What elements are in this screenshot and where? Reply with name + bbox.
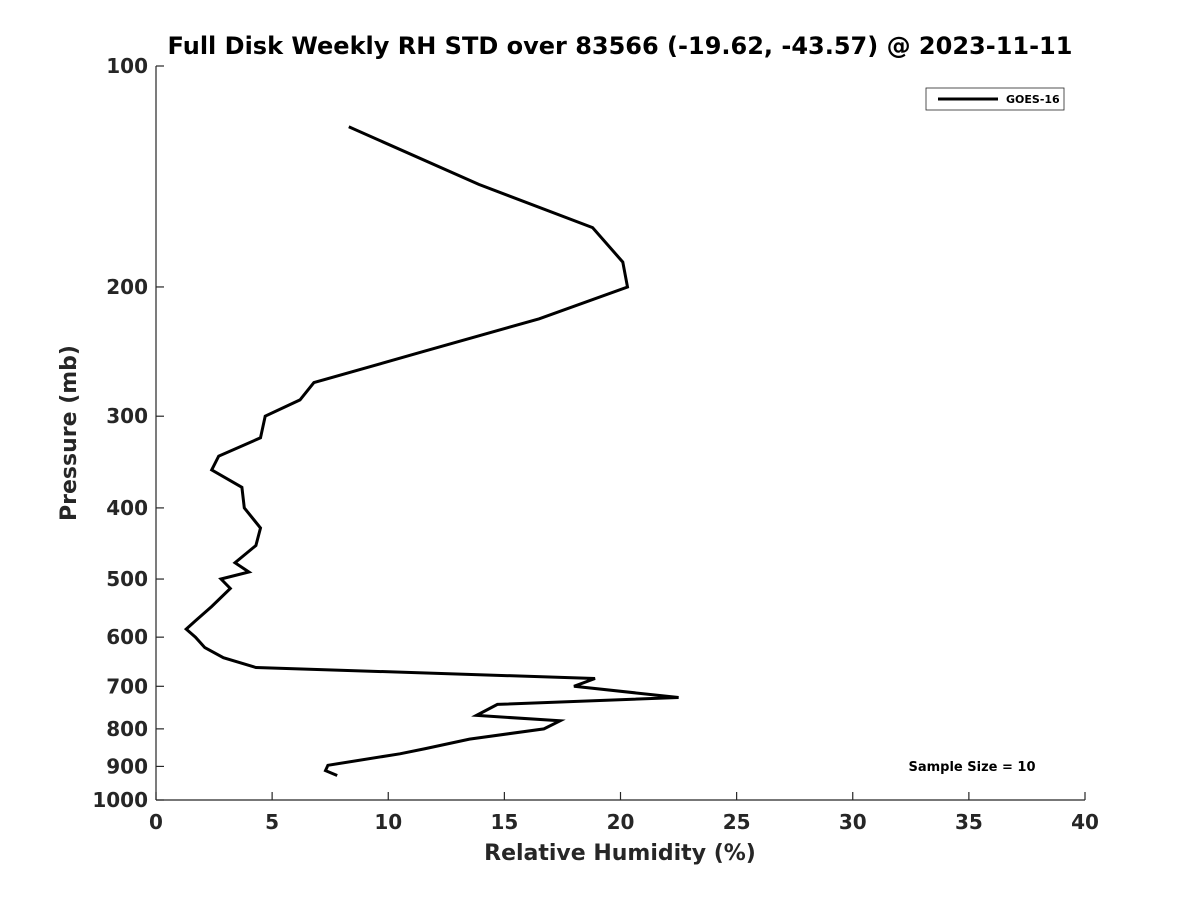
y-tick-label: 600	[106, 625, 148, 649]
legend: GOES-16	[925, 87, 1065, 111]
legend-label: GOES-16	[1006, 93, 1060, 106]
y-tick-label: 800	[106, 717, 148, 741]
chart-title: Full Disk Weekly RH STD over 83566 (-19.…	[168, 32, 1073, 60]
x-tick-label: 0	[149, 810, 163, 834]
y-axis-label: Pressure (mb)	[57, 345, 82, 521]
y-tick-label: 300	[106, 404, 148, 428]
x-tick-label: 30	[839, 810, 867, 834]
x-tick-label: 15	[490, 810, 518, 834]
x-tick-label: 40	[1071, 810, 1099, 834]
x-axis-label: Relative Humidity (%)	[484, 841, 756, 866]
x-tick-label: 20	[607, 810, 635, 834]
x-tick-label: 25	[723, 810, 751, 834]
x-tick-label: 10	[374, 810, 402, 834]
y-tick-label: 1000	[92, 788, 148, 812]
x-tick-label: 35	[955, 810, 983, 834]
y-tick-label: 200	[106, 275, 148, 299]
series-layer	[183, 125, 679, 777]
plot-area: 100 200 300 400 500 600 700 800 900 1000 0 5 10 15 20…	[92, 54, 1099, 834]
x-tick-label: 5	[265, 810, 279, 834]
y-tick-label: 900	[106, 754, 148, 778]
sample-size-annotation: Sample Size = 10	[908, 760, 1035, 775]
y-tick-label: 100	[106, 54, 148, 78]
y-tick-label: 500	[106, 567, 148, 591]
y-ticks: 100 200 300 400 500 600 700 800 900 1000	[92, 54, 164, 812]
y-tick-label: 700	[106, 674, 148, 698]
series-line-goes-16	[183, 125, 679, 777]
y-tick-label: 400	[106, 496, 148, 520]
x-ticks: 0 5 10 15 20 25 30 35 40	[149, 792, 1099, 834]
